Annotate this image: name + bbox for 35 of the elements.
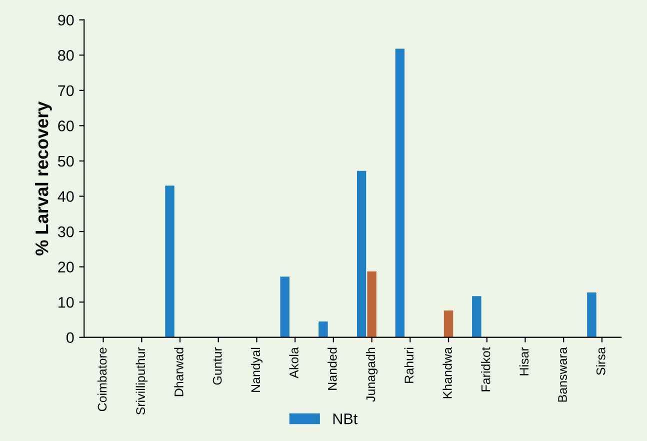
bar: [280, 276, 290, 338]
y-tick-label: 20: [58, 262, 74, 272]
y-tick-label: 30: [58, 226, 74, 238]
y-tick-label: 0: [66, 332, 74, 344]
x-tick-label: Faridkot: [481, 347, 490, 392]
y-tick-label: 40: [58, 191, 74, 202]
bar: [318, 321, 328, 338]
x-tick-label: Hisar: [519, 347, 529, 376]
bar: [165, 186, 174, 338]
x-tick-label: Dharwad: [174, 348, 184, 396]
x-tick-label: Rahuri: [404, 348, 414, 383]
bar: [395, 48, 405, 338]
x-tick-label: Coimbatore: [97, 348, 107, 412]
y-tick-label: 80: [58, 50, 74, 61]
legend-label: NBt: [333, 414, 358, 424]
x-tick-label: Sirsa: [596, 347, 606, 375]
x-tick-label: Junagadh: [366, 348, 378, 402]
bar: [444, 310, 454, 338]
y-tick-label: 60: [58, 120, 74, 132]
y-tick-label: 90: [58, 14, 74, 26]
y-axis-title: % Larval recovery: [35, 101, 52, 256]
y-tick-label: 50: [58, 156, 74, 167]
y-tick-label: 10: [58, 296, 74, 308]
x-tick-label: Guntur: [212, 347, 222, 385]
y-tick-label: 70: [58, 85, 74, 96]
x-tick-label: Banswara: [558, 347, 567, 402]
x-tick-label: Nandyal: [250, 348, 263, 392]
bar: [472, 296, 482, 338]
bar: [356, 170, 366, 338]
bar: [367, 271, 376, 338]
x-tick-label: Nanded: [328, 348, 337, 390]
x-tick-label: Khandwa: [442, 347, 452, 398]
x-tick-label: Srivilliputhur: [136, 347, 148, 415]
x-tick-label: Akola: [289, 347, 298, 378]
bar: [587, 292, 596, 338]
